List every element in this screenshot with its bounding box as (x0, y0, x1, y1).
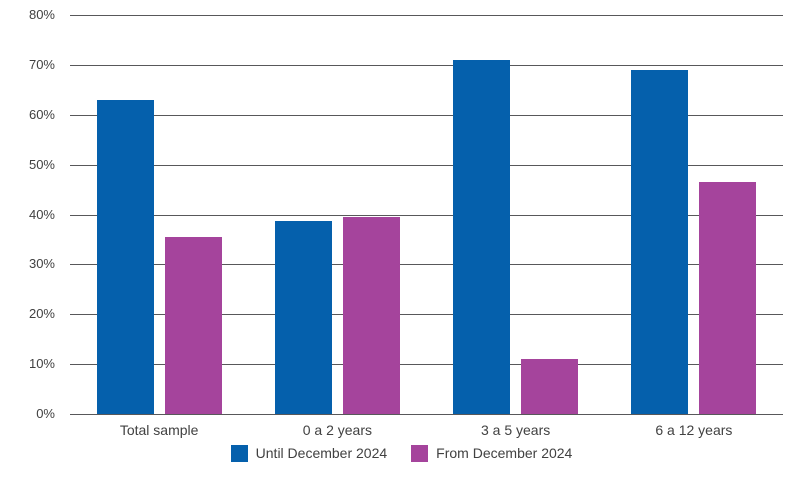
bar-group-3-a-5-years (427, 15, 605, 414)
gridline-50 (70, 164, 783, 166)
gridline-70 (70, 64, 783, 66)
legend-item-from-december-2024: From December 2024 (411, 444, 572, 462)
y-tick-label-50: 50% (28, 156, 55, 172)
bar-from-december-2024-6-a-12-years (699, 182, 757, 414)
bar-from-december-2024-3-a-5-years (521, 359, 579, 414)
legend-label: From December 2024 (436, 445, 573, 461)
y-axis: 0% 10% 20% 30% 40% 50% 60% 70% 80% (14, 0, 55, 480)
gridline-20 (70, 314, 783, 316)
y-tick-label-30: 30% (28, 256, 55, 272)
gridline-80 (70, 15, 783, 16)
bar-group-0-a-2-years (248, 15, 426, 414)
y-tick-label-20: 20% (28, 306, 55, 322)
legend-swatch-until-december-2024 (230, 444, 248, 462)
bar-from-december-2024-0-a-2-years (342, 217, 400, 414)
gridline-60 (70, 114, 783, 116)
legend-label: Until December 2024 (255, 445, 388, 461)
bar-until-december-2024-total-sample (96, 99, 154, 414)
y-tick-label-40: 40% (28, 206, 55, 222)
gridline-40 (70, 214, 783, 216)
x-tick-label-total-sample: Total sample (119, 422, 199, 438)
bar-until-december-2024-0-a-2-years (274, 220, 332, 414)
x-axis: Total sample 0 a 2 years 3 a 5 years 6 a 12… (70, 421, 783, 439)
x-tick-label-3-a-5-years: 3 a 5 years (480, 422, 551, 438)
bar-groups (70, 15, 783, 414)
legend-item-until-december-2024: Until December 2024 (230, 444, 388, 462)
plot-area (70, 15, 783, 415)
y-tick-label-0: 0% (36, 406, 55, 421)
bar-until-december-2024-3-a-5-years (453, 59, 511, 414)
y-tick-label-60: 60% (28, 106, 55, 122)
y-tick-label-70: 70% (28, 56, 55, 72)
bar-from-december-2024-total-sample (164, 237, 222, 414)
legend: Until December 2024 From December 2024 (0, 444, 803, 462)
y-tick-label-10: 10% (28, 356, 55, 372)
bar-until-december-2024-6-a-12-years (631, 69, 689, 414)
x-tick-label-6-a-12-years: 6 a 12 years (655, 422, 733, 438)
gridlines (70, 15, 783, 414)
bar-group-total-sample (70, 15, 248, 414)
y-tick-label-80: 80% (28, 7, 55, 22)
x-tick-label-0-a-2-years: 0 a 2 years (302, 422, 372, 438)
gridline-10 (70, 364, 783, 366)
bar-group-6-a-12-years (605, 15, 783, 414)
gridline-30 (70, 264, 783, 266)
legend-swatch-from-december-2024 (411, 444, 429, 462)
